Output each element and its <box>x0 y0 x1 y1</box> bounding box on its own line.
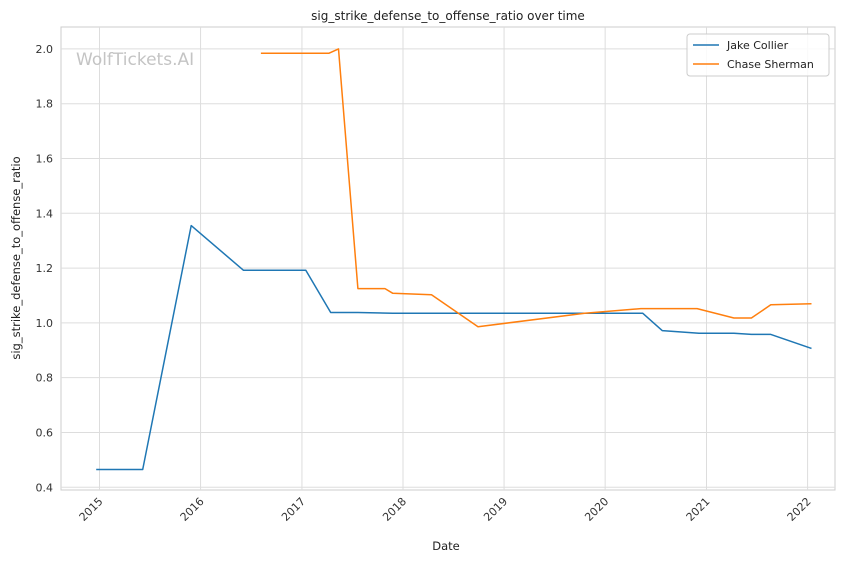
chart-title: sig_strike_defense_to_offense_ratio over… <box>311 9 585 23</box>
x-tick-label: 2020 <box>582 495 611 524</box>
series-layer <box>96 48 812 471</box>
legend-label-chase-sherman: Chase Sherman <box>727 58 814 71</box>
legend-box <box>686 33 830 77</box>
x-tick-label: 2015 <box>77 495 106 524</box>
y-axis-title: sig_strike_defense_to_offense_ratio <box>9 156 23 359</box>
x-tick-label: 2016 <box>178 495 207 524</box>
y-tick-label: 0.6 <box>36 426 54 439</box>
legend-label-jake-collier: Jake Collier <box>726 39 789 52</box>
x-tick-label: 2019 <box>481 495 510 524</box>
y-tick-label: 0.8 <box>36 372 54 385</box>
grid <box>61 27 835 490</box>
y-tick-label: 1.2 <box>36 262 54 275</box>
x-axis-title: Date <box>432 539 460 553</box>
x-tick-label: 2022 <box>785 495 814 524</box>
x-tick-label: 2017 <box>279 495 308 524</box>
y-tick-label: 1.0 <box>36 317 54 330</box>
y-tick-label: 1.8 <box>36 98 54 111</box>
watermark: WolfTickets.AI <box>76 50 194 70</box>
y-tick-label: 1.4 <box>36 207 54 220</box>
x-axis: 2015 2016 2017 2018 2019 2020 2021 2022 <box>77 495 814 524</box>
y-tick-label: 2.0 <box>36 43 54 56</box>
x-tick-label: 2018 <box>380 495 409 524</box>
y-tick-label: 1.6 <box>36 153 54 166</box>
y-tick-label: 0.4 <box>36 481 54 494</box>
plot-area <box>60 26 836 491</box>
y-axis: 0.4 0.6 0.8 1.0 1.2 1.4 1.6 1.8 2.0 <box>36 43 54 494</box>
series-line-chase-sherman <box>260 48 812 328</box>
series-line-jake-collier <box>96 224 812 471</box>
x-tick-label: 2021 <box>684 495 713 524</box>
legend: Jake Collier Chase Sherman <box>686 33 830 77</box>
